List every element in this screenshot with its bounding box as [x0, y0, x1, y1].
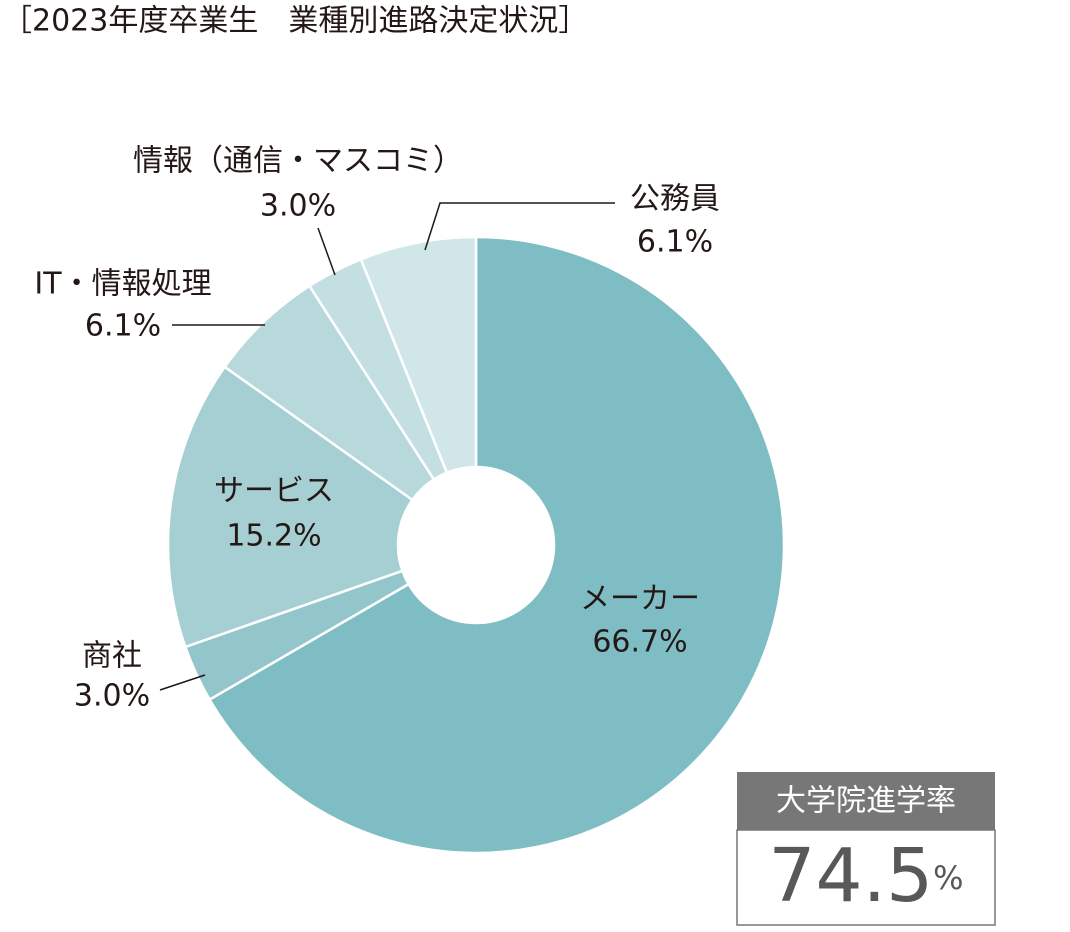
rate-box: [736, 829, 996, 926]
rate-unit: %: [933, 859, 963, 897]
slice-label: サービス: [214, 474, 334, 509]
rate-value: 74.5: [768, 833, 933, 919]
rate-label: 大学院進学率: [776, 784, 956, 819]
slice-label: 公務員: [630, 182, 720, 217]
value-label: 3.0%: [260, 189, 336, 224]
chart-title: ［2023年度卒業生 業種別進路決定状況］: [2, 4, 588, 39]
slice-label: 商社: [82, 639, 142, 674]
slice: [207, 235, 786, 855]
value-label: 3.0%: [74, 679, 150, 714]
leader-line: [159, 674, 206, 691]
slice: [166, 365, 415, 649]
leader-line: [424, 202, 615, 251]
value-label: 66.7%: [592, 625, 687, 660]
value-label: 6.1%: [85, 309, 161, 344]
value-label: 15.2%: [226, 519, 321, 554]
slice: [359, 235, 478, 475]
leader-line: [317, 227, 336, 276]
slice-label: IT・情報処理: [34, 267, 211, 302]
rate-value-text: 74.5%: [768, 833, 963, 919]
slice-label: メーカー: [580, 582, 700, 617]
value-label: 6.1%: [637, 225, 713, 260]
slice-label: 情報（通信・マスコミ）: [133, 144, 463, 179]
rate-header: [737, 772, 995, 830]
